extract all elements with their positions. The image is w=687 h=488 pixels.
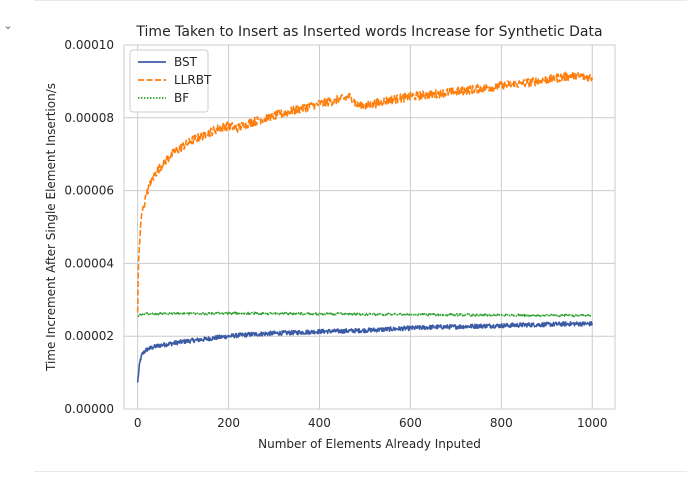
y-tick-label: 0.00000 (64, 402, 114, 416)
y-tick-label: 0.00008 (64, 111, 114, 125)
chart-title: Time Taken to Insert as Inserted words I… (135, 24, 602, 40)
legend-box (129, 49, 209, 113)
x-axis-ticks: 0 200 400 600 800 1000 (134, 416, 608, 430)
y-axis-ticks: 0.00000 0.00002 0.00004 0.00006 0.00008 0.000… (64, 38, 114, 416)
y-tick-label: 0.00002 (64, 329, 114, 343)
x-tick-label: 0 (134, 416, 142, 430)
legend-label: LLRBT (174, 73, 212, 87)
series-line-llrbt (136, 71, 594, 313)
x-tick-label: 200 (217, 416, 240, 430)
x-tick-label: 1000 (577, 416, 608, 430)
y-tick-label: 0.00004 (64, 256, 114, 270)
y-tick-label: 0.00010 (64, 38, 114, 52)
legend-label: BST (174, 55, 198, 69)
chevron-down-icon[interactable]: ⌄ (3, 19, 13, 32)
x-axis-label: Number of Elements Already Inputed (258, 437, 481, 451)
x-tick-label: 800 (490, 416, 513, 430)
series-layer (136, 71, 594, 383)
series-line-bf (137, 311, 593, 318)
series-line-bst (136, 320, 594, 383)
legend-label: BF (174, 91, 189, 105)
x-tick-label: 600 (399, 416, 422, 430)
cell-bottom-divider (34, 471, 687, 472)
cell-top-divider (34, 0, 687, 1)
x-tick-label: 400 (308, 416, 331, 430)
y-tick-label: 0.00006 (64, 184, 114, 198)
y-axis-label: Time Increment After Single Element Inse… (44, 83, 58, 372)
legend: BST LLRBT BF (129, 49, 212, 113)
plot-frame (123, 44, 616, 410)
